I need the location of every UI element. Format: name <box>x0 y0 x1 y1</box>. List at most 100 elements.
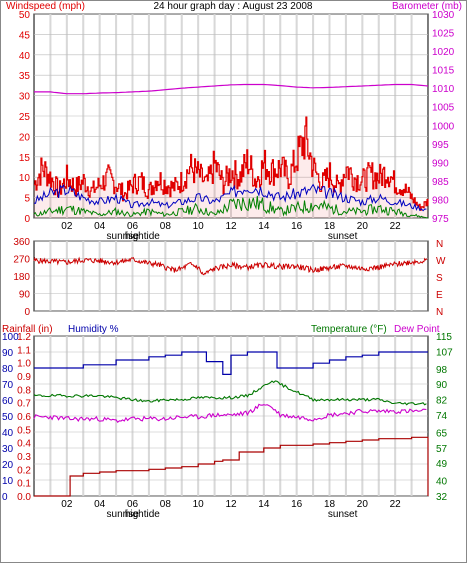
barometer-line <box>34 83 429 95</box>
hour-tick-label: 12 <box>225 499 237 510</box>
temp-tick-label: 57 <box>436 444 448 455</box>
hour-tick-label: 04 <box>94 221 106 232</box>
temp-tick-label: 49 <box>436 459 448 470</box>
temp-tick-label: 82 <box>436 396 448 407</box>
hour-tick-label: 20 <box>357 221 369 232</box>
compass-label: N <box>436 239 443 250</box>
temp-tick-label: 98 <box>436 365 448 376</box>
hour-tick-label: 10 <box>193 221 205 232</box>
baro-tick-label: 1010 <box>432 84 455 95</box>
hour-tick-label: 14 <box>258 221 270 232</box>
baro-tick-label: 1005 <box>432 103 455 114</box>
humidity-tick-label: 70 <box>2 380 14 391</box>
humidity-tick-label: 0 <box>2 492 8 503</box>
hour-tick-label: 06 <box>127 499 139 510</box>
compass-label: N <box>436 307 443 318</box>
dewpoint-axis-title: Dew Point <box>394 324 440 335</box>
sunrise-label: sunrise <box>107 231 140 242</box>
humidity-tick-label: 90 <box>2 348 14 359</box>
compass-label: S <box>436 273 443 284</box>
hour-tick-label: 22 <box>390 221 402 232</box>
hour-tick-label: 06 <box>127 221 139 232</box>
wind-tick-label: 35 <box>19 71 31 82</box>
humidity-tick-label: 80 <box>2 364 14 375</box>
hour-tick-label: 12 <box>225 221 237 232</box>
windspeed-axis-title: Windspeed (mph) <box>6 1 85 12</box>
humidity-tick-label: 40 <box>2 428 14 439</box>
rain-tick-label: 0.9 <box>17 372 31 383</box>
temp-tick-label: 90 <box>436 380 448 391</box>
wind-tick-label: 15 <box>19 153 31 164</box>
hour-tick-label: 16 <box>291 221 303 232</box>
humidity-tick-label: 20 <box>2 460 14 471</box>
hour-tick-label: 18 <box>324 499 336 510</box>
humidity-tick-label: 100 <box>2 332 19 343</box>
hour-tick-label: 08 <box>160 499 172 510</box>
hour-tick-label: 02 <box>61 499 73 510</box>
humidity-line <box>34 351 428 375</box>
compass-label: W <box>436 256 446 267</box>
rain-tick-label: 0.7 <box>17 399 31 410</box>
baro-tick-label: 1020 <box>432 47 455 58</box>
baro-tick-label: 985 <box>432 177 449 188</box>
wind-tick-label: 50 <box>19 10 31 21</box>
rainfall-line <box>34 436 429 497</box>
wind-tick-label: 45 <box>19 30 31 41</box>
chart-title: 24 hour graph day : August 23 2008 <box>153 1 312 12</box>
temp-tick-label: 107 <box>436 347 453 358</box>
humidity-tick-label: 10 <box>2 476 14 487</box>
hour-tick-label: 08 <box>160 221 172 232</box>
hour-tick-label: 20 <box>357 499 369 510</box>
wind-direction-line <box>33 256 428 276</box>
rain-tick-label: 1.2 <box>17 332 31 343</box>
baro-tick-label: 990 <box>432 158 449 169</box>
baro-tick-label: 1030 <box>432 10 455 21</box>
rain-tick-label: 0.5 <box>17 425 31 436</box>
hightide-label: hightide <box>125 231 160 242</box>
barometer-axis-title: Barometer (mb) <box>392 1 462 12</box>
avg-wind-line <box>33 183 427 212</box>
rain-tick-label: 0.1 <box>17 479 31 490</box>
wind-tick-label: 10 <box>19 173 31 184</box>
humidity-axis-title: Humidity % <box>68 324 119 335</box>
temperature-line <box>33 380 427 406</box>
rain-tick-label: 0.6 <box>17 412 31 423</box>
temp-tick-label: 115 <box>436 332 452 343</box>
baro-tick-label: 1025 <box>432 29 455 40</box>
rain-tick-label: 0.3 <box>17 452 31 463</box>
baro-tick-label: 1000 <box>432 121 455 132</box>
compass-label: E <box>436 290 443 301</box>
temperature-axis-title: Temperature (°F) <box>311 324 387 335</box>
dir-tick-label: 180 <box>13 272 30 283</box>
hour-tick-label: 02 <box>61 221 73 232</box>
min-wind-line <box>33 195 429 219</box>
temp-tick-label: 40 <box>436 477 448 488</box>
sunrise-label: sunrise <box>107 509 140 520</box>
hour-tick-label: 22 <box>390 499 402 510</box>
sunset-label: sunset <box>328 509 358 520</box>
dir-tick-label: 90 <box>19 290 31 301</box>
wind-tick-label: 0 <box>24 214 30 225</box>
sunset-label: sunset <box>328 231 358 242</box>
humidity-tick-label: 30 <box>2 444 14 455</box>
baro-tick-label: 1015 <box>432 66 455 77</box>
wind-tick-label: 5 <box>24 194 30 205</box>
wind-tick-label: 20 <box>19 132 31 143</box>
humidity-tick-label: 60 <box>2 396 14 407</box>
rainfall-axis-title: Rainfall (in) <box>2 324 53 335</box>
hour-tick-label: 16 <box>291 499 303 510</box>
rain-tick-label: 1.0 <box>17 359 31 370</box>
humidity-tick-label: 50 <box>2 412 14 423</box>
wind-tick-label: 40 <box>19 51 31 62</box>
hour-tick-label: 14 <box>258 499 270 510</box>
dir-tick-label: 270 <box>13 255 30 266</box>
rain-tick-label: 0.8 <box>17 385 31 396</box>
hour-tick-label: 04 <box>94 499 106 510</box>
temp-tick-label: 74 <box>436 411 448 422</box>
hightide-label: hightide <box>125 509 160 520</box>
rain-tick-label: 0.2 <box>17 465 31 476</box>
temp-tick-label: 65 <box>436 428 448 439</box>
temp-tick-label: 32 <box>436 492 448 503</box>
